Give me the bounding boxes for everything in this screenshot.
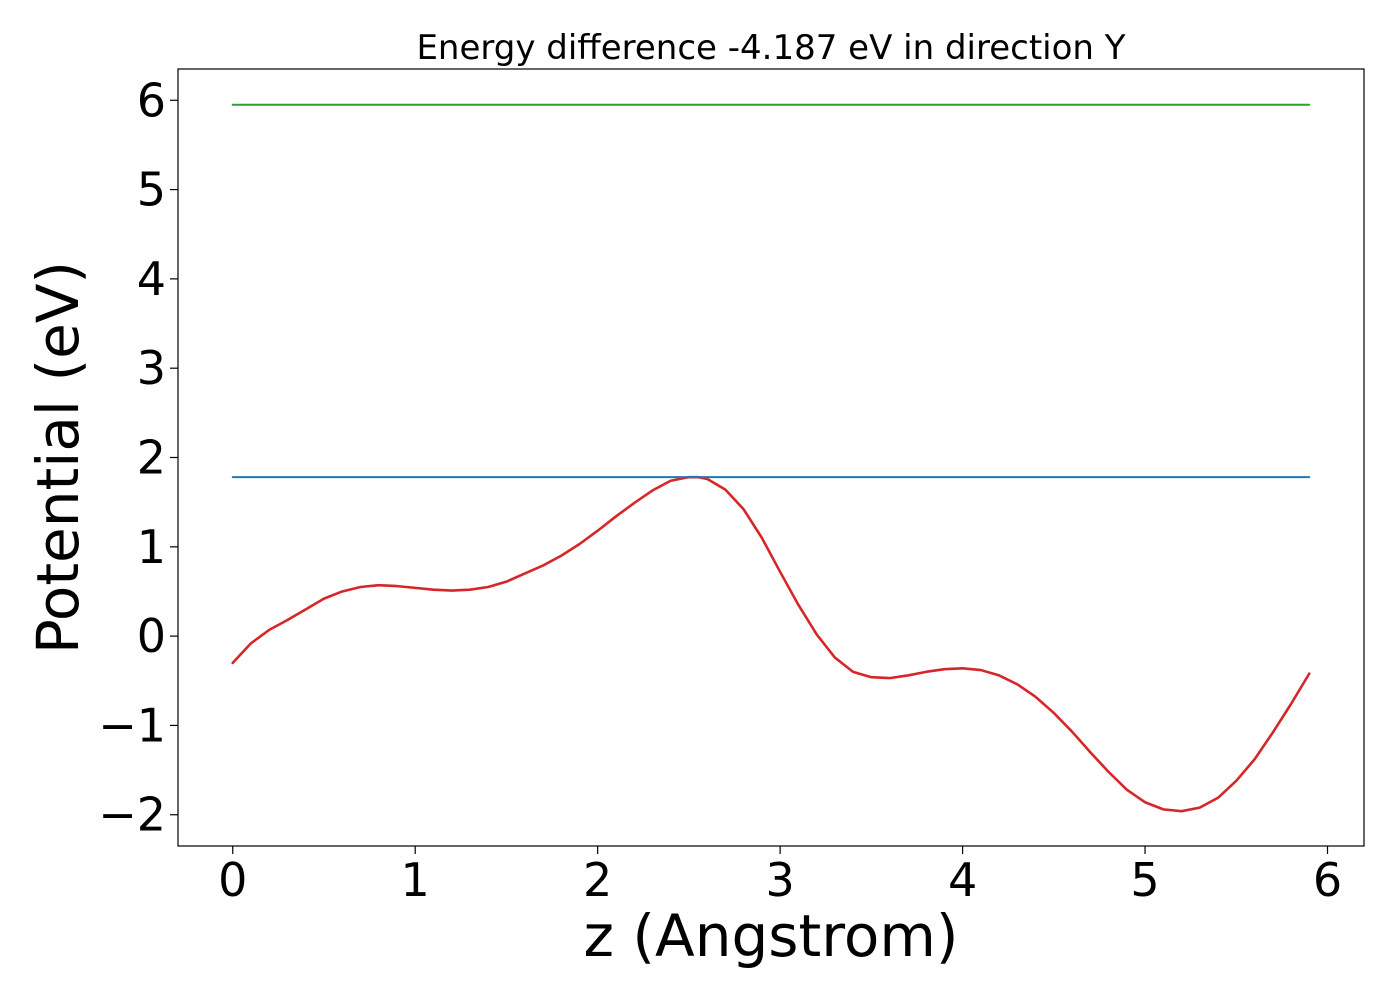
y-tick-label: 6 [137,73,166,127]
y-tick-label: 0 [137,609,166,663]
x-tick-label: 4 [948,853,977,907]
x-tick-label: 1 [401,853,430,907]
chart-title: Energy difference -4.187 eV in direction… [416,28,1125,68]
series-layer [231,103,1311,813]
y-tick-label: −1 [98,698,166,752]
y-tick-label: 5 [137,163,166,217]
series-line-0 [231,475,1311,813]
x-tick-label: 3 [765,853,794,907]
x-tick-label: 0 [218,853,247,907]
y-tick-label: 4 [137,252,166,306]
x-axis-label: z (Angstrom) [584,902,959,970]
y-tick-label: 2 [137,431,166,485]
y-axis-label: Potential (eV) [24,261,92,654]
plot-area-frame [177,68,1365,847]
x-tick-label: 6 [1313,853,1342,907]
y-axis: −2 −1 0 1 2 3 4 5 6 [98,73,178,842]
y-tick-label: −2 [98,788,166,842]
x-tick-label: 2 [583,853,612,907]
x-axis: 0 1 2 3 4 5 6 [218,846,1342,907]
x-tick-label: 5 [1130,853,1159,907]
y-tick-label: 1 [137,520,166,574]
y-tick-label: 3 [137,341,166,395]
